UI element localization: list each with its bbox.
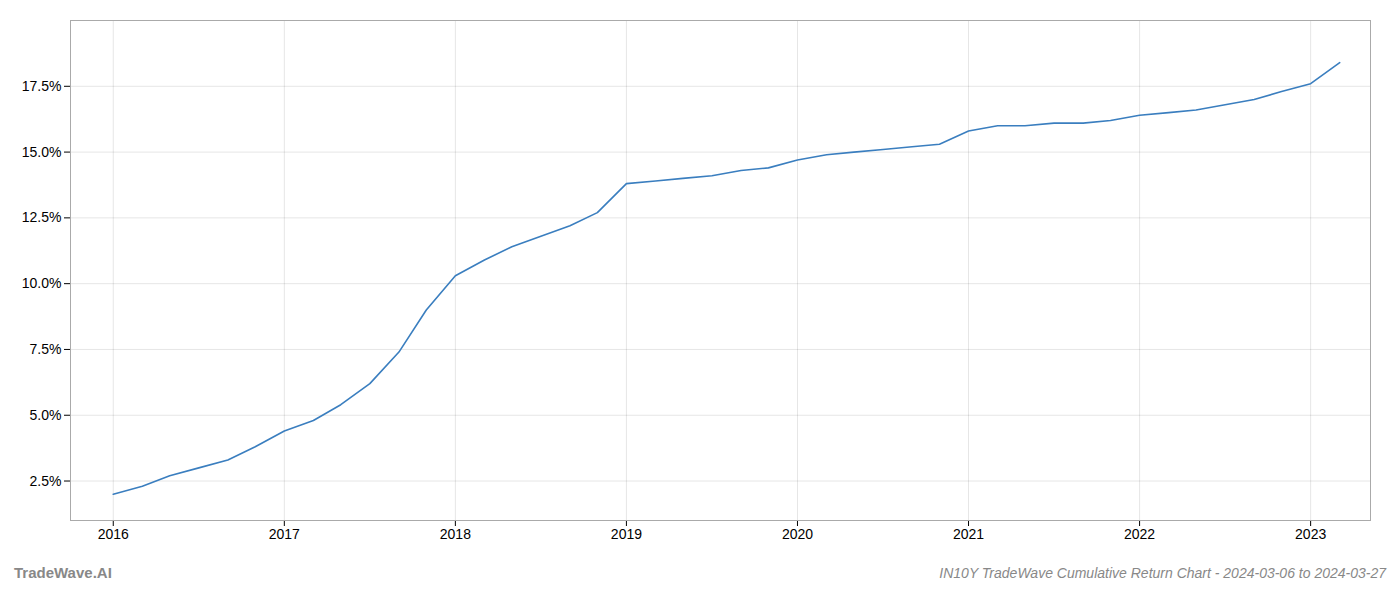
svg-text:17.5%: 17.5% (22, 78, 62, 94)
html-text:IN10Y TradeWave Cumulative Ret: IN10Y TradeWave Cumulative Return Chart … (939, 565, 1386, 581)
svg-text:2023: 2023 (1295, 526, 1326, 542)
svg-text:2018: 2018 (440, 526, 471, 542)
svg-text:2017: 2017 (269, 526, 300, 542)
svg-text:2.5%: 2.5% (30, 473, 62, 489)
svg-text:2020: 2020 (782, 526, 813, 542)
svg-text:15.0%: 15.0% (22, 144, 62, 160)
svg-text:10.0%: 10.0% (22, 275, 62, 291)
svg-text:7.5%: 7.5% (30, 341, 62, 357)
svg-text:12.5%: 12.5% (22, 209, 62, 225)
svg-text:2019: 2019 (611, 526, 642, 542)
svg-text:5.0%: 5.0% (30, 407, 62, 423)
svg-text:2021: 2021 (953, 526, 984, 542)
svg-text:2016: 2016 (98, 526, 129, 542)
svg-text:2022: 2022 (1124, 526, 1155, 542)
html-text:TradeWave.AI: TradeWave.AI (14, 564, 112, 581)
